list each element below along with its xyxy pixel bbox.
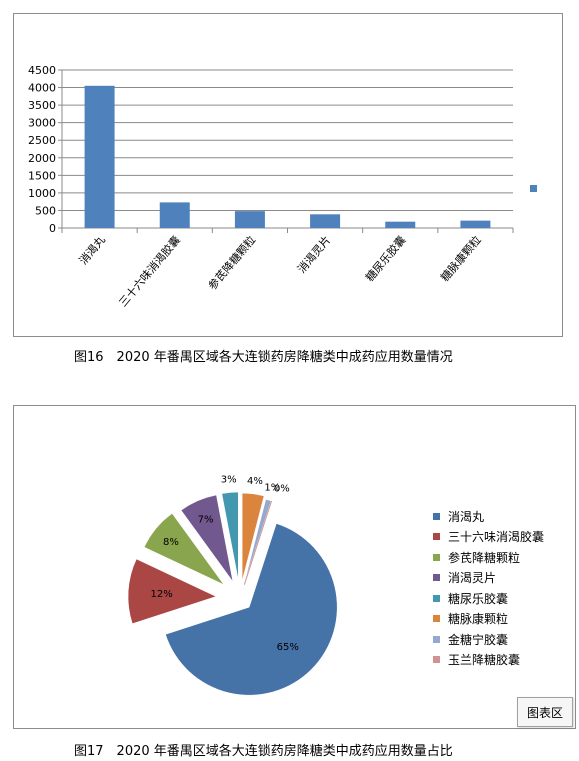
figure-17-caption: 图17 2020 年番禺区域各大连锁药房降糖类中成药应用数量占比 [74,744,453,759]
legend-item: 金糖宁胶囊 [433,629,544,650]
y-tick-label: 2500 [28,134,56,147]
y-tick-label: 3500 [28,99,56,112]
legend-swatch [433,594,440,602]
y-tick-label: 1000 [28,187,56,200]
legend-item: 参芪降糖颗粒 [433,547,544,568]
pie-data-label: 65% [277,642,299,653]
x-tick-label: 糖脉康颗粒 [438,233,484,284]
y-tick-label: 0 [49,222,56,235]
legend-swatch [433,512,440,520]
bar-chart: 0 500 1000 1500 2000 2500 3000 3500 4000 4500 消渴丸三… [28,64,537,309]
pie-data-label: 1% [264,483,280,494]
bar-chart-frame: 0 500 1000 1500 2000 2500 3000 3500 4000 4500 消渴丸三… [13,13,563,337]
pie-data-label: 0% [274,484,290,495]
legend-item: 糖脉康颗粒 [433,609,544,630]
legend-swatch [433,533,440,541]
pie-slice [180,494,234,582]
x-tick-label: 糖尿乐胶囊 [362,233,408,284]
pie-data-label: 4% [247,476,263,487]
pie-slice [143,513,225,585]
pie-slice [221,491,239,581]
legend-item: 消渴丸 [433,506,544,527]
legend-label: 金糖宁胶囊 [448,632,509,647]
pie-data-label: 8% [163,537,179,548]
legend-label: 糖尿乐胶囊 [448,591,509,606]
bar [460,220,491,228]
legend-marker [530,185,537,192]
pie-legend: 消渴丸三十六味消渴胶囊 参芪降糖颗粒 消渴灵片糖尿乐胶囊糖脉康颗粒金糖宁胶囊玉兰降糖… [433,506,544,670]
bar [84,85,115,228]
pie-data-label: 3% [221,475,237,486]
pie-data-label: 7% [198,514,214,525]
pie-slice [243,500,272,585]
y-tick-label: 4500 [28,64,56,77]
legend-label: 三十六味消渴胶囊 [448,530,545,545]
pie-data-label: 12% [150,589,172,600]
legend-item: 玉兰降糖胶囊 [433,650,544,671]
legend-item: 三十六味消渴胶囊 [433,527,544,548]
legend-swatch [433,635,440,643]
pie-chart: 65% 12% 8% 7% 3% 4%1%0% [127,475,338,696]
legend-label: 消渴灵片 [448,571,497,586]
pie-slice [127,558,217,625]
bar [310,214,341,228]
x-tick-label: 三十六味消渴胶囊 [116,233,183,309]
chart-area-tag[interactable]: 图表区 [517,697,573,727]
bar [385,221,416,228]
y-tick-label: 4000 [28,82,56,95]
legend-item: 糖尿乐胶囊 [433,588,544,609]
pie-slice [165,523,338,696]
legend-label: 糖脉康颗粒 [448,612,509,627]
pie-chart-frame: 65% 12% 8% 7% 3% 4% 1% 0% 消渴丸三十六味消渴胶囊 参芪降糖颗粒 消渴灵片… [13,405,576,729]
pie-slice [241,492,265,582]
legend-label: 玉兰降糖胶囊 [448,653,521,668]
y-tick-label: 1500 [28,169,56,182]
legend-swatch [433,615,440,623]
legend-swatch [433,656,440,664]
x-tick-label: 消渴灵片 [294,233,333,276]
legend-swatch [433,553,440,561]
y-tick-label: 3000 [28,117,56,130]
legend-swatch [433,574,440,582]
x-tick-label: 参芪降糖颗粒 [205,233,258,293]
y-tick-label: 2000 [28,152,56,165]
bar [159,202,190,228]
y-tick-label: 500 [35,204,56,217]
bar [234,211,265,228]
x-tick-label: 消渴丸 [76,233,108,267]
legend-label: 参芪降糖颗粒 [448,550,521,565]
legend-label: 消渴丸 [448,509,485,524]
legend-item: 消渴灵片 [433,568,544,589]
figure-16-caption: 图16 2020 年番禺区域各大连锁药房降糖类中成药应用数量情况 [74,350,453,365]
